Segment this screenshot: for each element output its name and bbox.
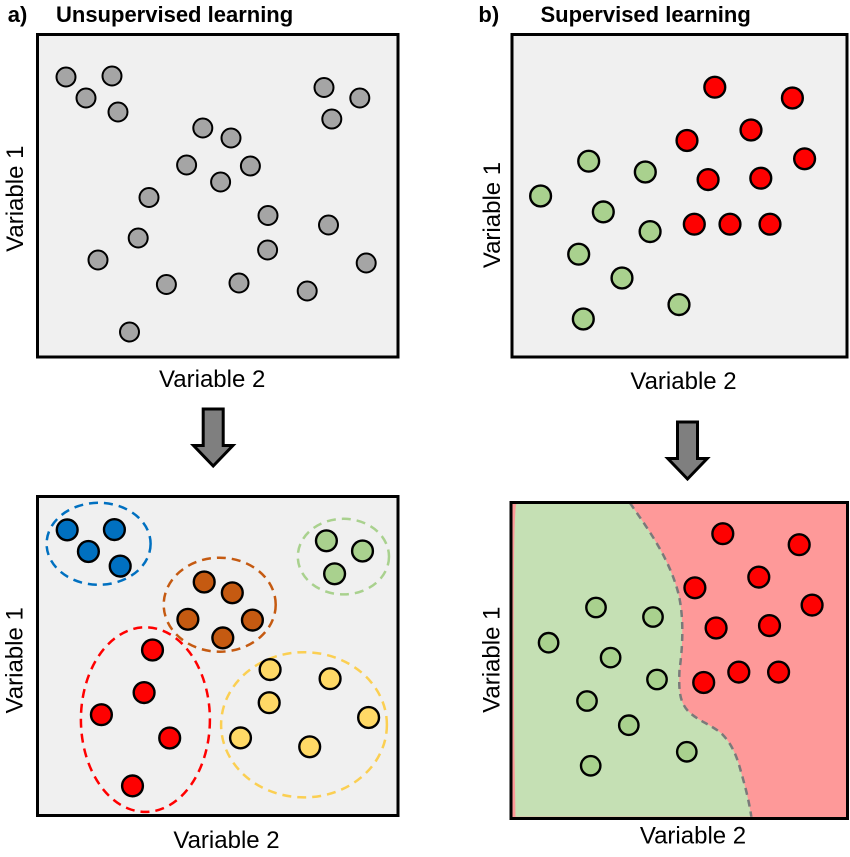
svg-text:Variable 1: Variable 1 bbox=[479, 607, 506, 713]
svg-text:Variable 1: Variable 1 bbox=[1, 607, 28, 713]
svg-text:Variable 1: Variable 1 bbox=[2, 146, 29, 252]
svg-text:Variable 2: Variable 2 bbox=[640, 822, 746, 849]
svg-text:Variable 2: Variable 2 bbox=[630, 368, 736, 395]
svg-text:Unsupervised learning: Unsupervised learning bbox=[56, 2, 293, 27]
svg-text:Supervised learning: Supervised learning bbox=[541, 2, 751, 27]
svg-text:a): a) bbox=[8, 2, 28, 27]
svg-text:Variable 1: Variable 1 bbox=[479, 162, 506, 268]
svg-text:b): b) bbox=[478, 2, 499, 27]
svg-text:Variable 2: Variable 2 bbox=[159, 366, 265, 393]
svg-text:Variable 2: Variable 2 bbox=[173, 827, 279, 854]
